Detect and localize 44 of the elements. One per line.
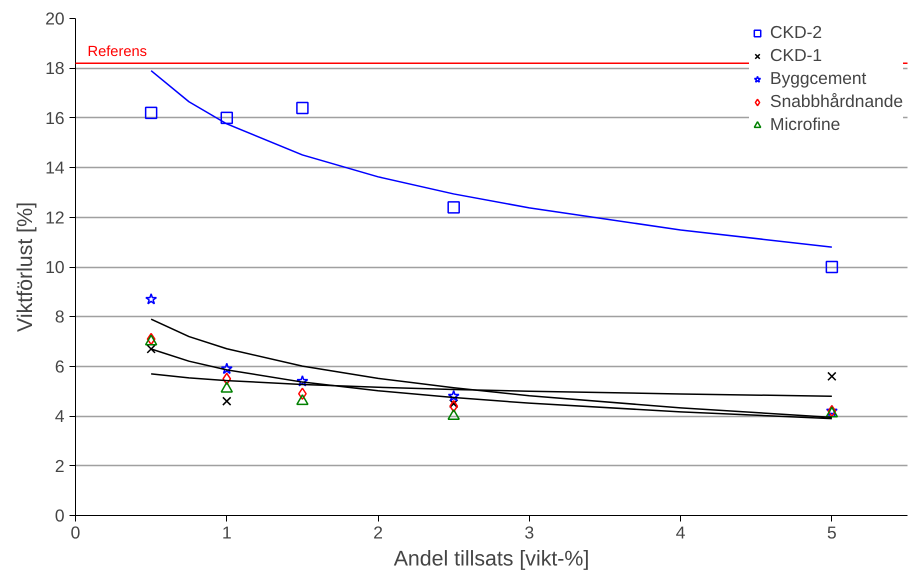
point <box>222 396 232 406</box>
point <box>296 102 309 114</box>
x-tick-label: 1 <box>222 522 232 542</box>
point <box>222 372 232 386</box>
y-tick-label: 14 <box>45 158 65 178</box>
point <box>220 362 233 374</box>
y-tick-label: 16 <box>45 108 65 128</box>
y-tick-label: 0 <box>54 506 65 526</box>
point <box>296 394 309 406</box>
y-tick-label: 18 <box>45 58 65 78</box>
point <box>447 201 460 214</box>
point <box>448 390 460 402</box>
y-tick-label: 12 <box>45 207 65 228</box>
legend-label: Microfine <box>770 114 840 135</box>
point <box>144 106 158 120</box>
x-tick-label: 5 <box>827 522 837 542</box>
point <box>220 382 234 393</box>
y-tick-label: 4 <box>54 406 65 426</box>
point <box>298 387 307 400</box>
legend-label: Snabbhårdnande <box>770 91 903 112</box>
point <box>145 293 158 305</box>
x-tick-label: 4 <box>676 522 686 542</box>
ref-line-label: Referens <box>88 44 147 60</box>
legend-label: Byggcement <box>770 68 866 89</box>
point <box>220 112 234 124</box>
point <box>827 372 837 381</box>
legend-label: CKD-1 <box>770 45 822 66</box>
point <box>447 409 460 420</box>
y-axis-title: Viktförlust [%] <box>13 202 38 332</box>
x-tick-label: 0 <box>70 522 80 542</box>
y-tick-label: 8 <box>54 306 65 327</box>
y-tick-label: 10 <box>45 257 65 277</box>
legend-label: CKD-2 <box>770 22 822 43</box>
x-tick-label: 3 <box>524 522 534 542</box>
y-tick-label: 2 <box>54 456 65 476</box>
point <box>449 399 458 408</box>
x-tick-label: 2 <box>373 522 383 542</box>
point <box>449 400 458 412</box>
y-tick-label: 20 <box>45 8 65 28</box>
x-axis-title: Andel tillsats [vikt-%] <box>394 546 590 570</box>
point <box>826 260 838 274</box>
point <box>296 375 308 387</box>
y-tick-label: 6 <box>54 356 65 376</box>
point <box>146 344 156 354</box>
